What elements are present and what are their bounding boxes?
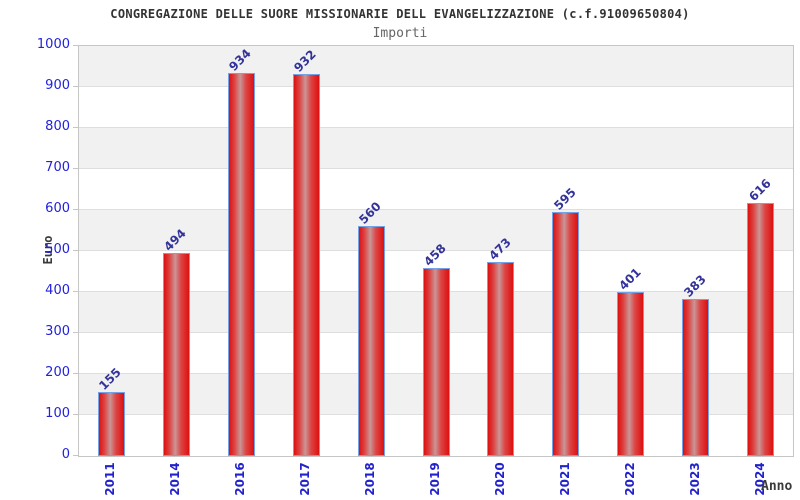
bar xyxy=(552,212,580,456)
y-tick-mark xyxy=(73,291,78,292)
x-tick-label: 2022 xyxy=(622,462,637,496)
plot-band xyxy=(79,46,793,87)
y-tick-mark xyxy=(73,332,78,333)
gridline xyxy=(79,250,793,251)
bar xyxy=(617,291,645,456)
gridline xyxy=(79,127,793,128)
y-tick-mark xyxy=(73,127,78,128)
bar xyxy=(227,73,255,456)
bar xyxy=(422,268,450,456)
x-tick-label: 2014 xyxy=(168,462,183,496)
y-tick-label: 800 xyxy=(45,119,70,134)
y-tick-label: 1000 xyxy=(36,37,70,52)
bar xyxy=(357,226,385,456)
bar xyxy=(487,262,515,456)
y-tick-mark xyxy=(73,455,78,456)
x-tick-label: 2016 xyxy=(233,462,248,496)
bar xyxy=(97,392,125,456)
y-tick-label: 700 xyxy=(45,160,70,175)
y-tick-label: 300 xyxy=(45,324,70,339)
y-tick-mark xyxy=(73,250,78,251)
y-tick-label: 500 xyxy=(45,242,70,257)
plot-band xyxy=(79,210,793,251)
y-tick-label: 0 xyxy=(61,447,70,462)
gridline xyxy=(79,86,793,87)
x-tick-label: 2011 xyxy=(103,462,118,496)
plot-area xyxy=(78,45,794,457)
y-tick-mark xyxy=(73,209,78,210)
chart-subtitle: Importi xyxy=(372,26,428,41)
x-tick-label: 2021 xyxy=(557,462,572,496)
gridline xyxy=(79,209,793,210)
gridline xyxy=(79,168,793,169)
bar xyxy=(682,298,710,456)
y-tick-mark xyxy=(73,414,78,415)
x-tick-label: 2023 xyxy=(687,462,702,496)
x-axis-title: Anno xyxy=(761,479,793,494)
x-tick-label: 2018 xyxy=(363,462,378,496)
chart-title: CONGREGAZIONE DELLE SUORE MISSIONARIE DE… xyxy=(110,7,690,21)
x-tick-label: 2019 xyxy=(428,462,442,496)
bar xyxy=(292,73,320,456)
y-tick-mark xyxy=(73,168,78,169)
y-tick-label: 200 xyxy=(45,365,70,380)
y-tick-label: 900 xyxy=(45,78,70,93)
bar xyxy=(162,253,190,456)
y-tick-label: 100 xyxy=(45,406,70,421)
y-tick-mark xyxy=(73,373,78,374)
x-tick-label: 2020 xyxy=(492,462,507,496)
bar xyxy=(747,203,775,456)
y-tick-label: 400 xyxy=(45,283,70,298)
y-tick-label: 600 xyxy=(45,201,70,216)
y-tick-mark xyxy=(73,86,78,87)
x-tick-label: 2017 xyxy=(298,462,313,496)
y-tick-mark xyxy=(73,45,78,46)
plot-band xyxy=(79,128,793,169)
